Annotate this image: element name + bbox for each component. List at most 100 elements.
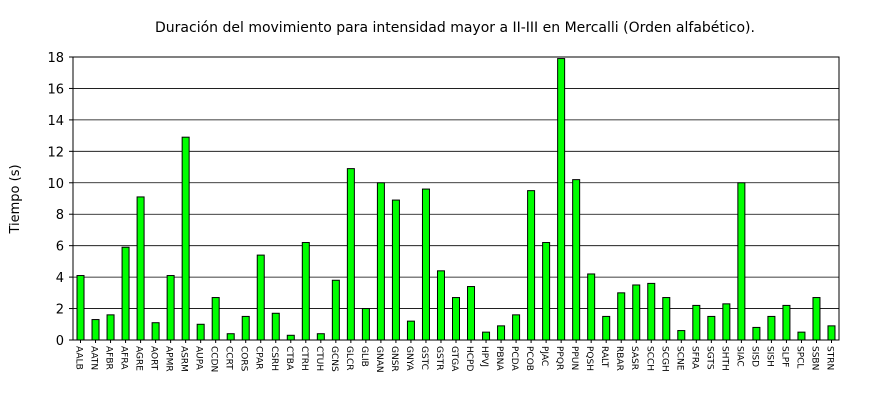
bar-sasr	[632, 284, 641, 341]
bar-shth	[722, 303, 731, 341]
x-tick-label: GNSR	[389, 346, 399, 372]
x-tick-label: CTUH	[314, 346, 324, 371]
x-tick-label: STRN	[824, 346, 834, 370]
x-tick-label: HCPD	[464, 346, 474, 371]
x-tick-label: GNYA	[404, 346, 414, 372]
x-tick-label: PQSH	[584, 346, 594, 371]
x-tick-label: CTBA	[284, 346, 294, 371]
x-tick-label: SGTS	[704, 346, 714, 370]
y-tick-label: 10	[47, 177, 64, 192]
x-tick-label: CSRH	[269, 346, 279, 371]
bar-sisd	[752, 326, 761, 341]
bar-csrh	[271, 312, 280, 341]
y-tick-label: 16	[47, 82, 64, 97]
bar-gnsr	[391, 199, 400, 341]
y-axis-label: Tiempo (s)	[8, 164, 23, 234]
y-axis-ticks: 0 2 4 6 8 10 12 14 16 18	[47, 51, 73, 349]
x-tick-label: SHTH	[719, 346, 729, 371]
x-tick-label: GSTR	[434, 346, 444, 370]
x-tick-label: PBNA	[494, 346, 504, 371]
x-tick-label: HPVJ	[479, 346, 489, 367]
y-tick-label: 2	[56, 303, 64, 318]
x-tick-label: SCCH	[644, 346, 654, 371]
chart-title: Duración del movimiento para intensidad …	[155, 20, 755, 36]
y-tick-label: 14	[47, 114, 64, 129]
bars	[76, 58, 836, 341]
x-tick-label: RALT	[599, 346, 609, 368]
bar-scgh	[662, 297, 671, 341]
x-tick-label: GNAN	[374, 346, 384, 373]
x-tick-label: SCGH	[659, 346, 669, 372]
bar-asrm	[181, 136, 190, 341]
bar-scch	[647, 282, 656, 341]
x-tick-label: AGRE	[134, 346, 144, 371]
bar-afbr	[106, 314, 115, 341]
bar-ctuh	[316, 333, 325, 341]
bar-glib	[361, 308, 370, 341]
bar-gcns	[331, 279, 340, 341]
x-tick-label: AATN	[89, 346, 99, 370]
bar-strn	[827, 325, 836, 341]
bar-scne	[677, 330, 686, 341]
x-tick-label: PPUN	[569, 346, 579, 370]
x-tick-label: RBAR	[614, 346, 624, 371]
bar-gstr	[436, 270, 445, 341]
x-tick-label: AUPA	[194, 346, 204, 371]
x-tick-label: AALB	[74, 346, 84, 370]
bar-afra	[121, 246, 130, 341]
bar-aalb	[76, 275, 85, 341]
bar-glcr	[346, 168, 355, 341]
bar-apmr	[166, 275, 175, 341]
bar-pqsh	[587, 273, 596, 341]
bar-pbna	[497, 325, 506, 341]
bar-sish	[767, 315, 776, 341]
x-tick-label: PCDA	[509, 346, 519, 371]
x-tick-label: CORS	[239, 346, 249, 372]
bar-cors	[241, 315, 250, 341]
y-tick-label: 12	[47, 145, 64, 160]
x-tick-label: SPCL	[794, 346, 804, 368]
bar-ccdn	[211, 297, 220, 341]
y-tick-label: 6	[56, 240, 64, 255]
x-tick-label: GLIB	[359, 346, 369, 367]
y-tick-label: 0	[56, 334, 64, 349]
x-tick-label: SISD	[749, 346, 759, 367]
y-tick-label: 8	[56, 208, 64, 223]
bar-ctba	[286, 334, 295, 341]
x-tick-label: CCRT	[224, 346, 234, 370]
bar-ccrt	[226, 333, 235, 341]
x-tick-label: PJAC	[539, 346, 549, 366]
x-tick-label: AFBR	[104, 346, 114, 370]
bar-aatn	[91, 319, 100, 341]
bar-sfra	[692, 304, 701, 341]
bar-cpar	[256, 254, 265, 341]
x-tick-label: SLPF	[779, 346, 789, 367]
bar-gtga	[452, 297, 460, 341]
bar-siac	[737, 182, 746, 341]
x-tick-label: CPAR	[254, 346, 264, 370]
bar-ssbn	[812, 297, 821, 341]
bar-pjac	[542, 242, 551, 341]
bar-ralt	[602, 315, 611, 341]
bar-spcl	[797, 331, 806, 341]
grid-lines	[73, 88, 839, 309]
x-tick-label: GTGA	[449, 346, 459, 372]
x-tick-label: SCNE	[674, 346, 684, 371]
x-tick-label: CTRH	[299, 346, 309, 371]
bar-slpf	[782, 304, 791, 341]
x-tick-label: ASRM	[179, 346, 189, 372]
bar-gnan	[376, 182, 385, 341]
x-tick-label: SSBN	[809, 346, 819, 370]
bar-hcpd	[467, 286, 476, 341]
x-tick-label: PPQR	[554, 346, 564, 370]
bar-ppun	[572, 179, 581, 341]
x-tick-label: SISH	[764, 346, 774, 367]
x-tick-label: PCOB	[524, 346, 534, 371]
x-tick-label: AORT	[149, 346, 159, 371]
x-tick-label: CCDN	[209, 346, 219, 372]
bar-sgts	[707, 315, 716, 341]
x-tick-label: APMR	[164, 346, 174, 372]
bar-gnya	[406, 320, 415, 341]
y-tick-label: 18	[47, 51, 64, 66]
